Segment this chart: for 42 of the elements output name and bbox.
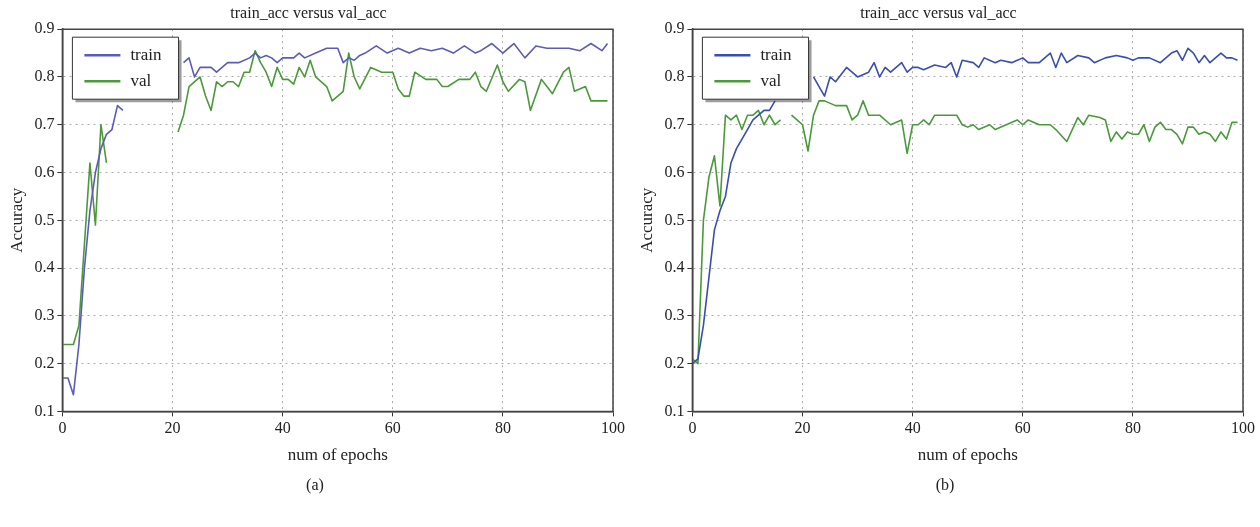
x-axis-title: num of epochs <box>287 445 388 465</box>
y-tick-label: 0.9 <box>663 19 684 37</box>
x-tick-label: 60 <box>384 419 401 437</box>
y-tick-label: 0.3 <box>33 306 54 324</box>
x-axis-title: num of epochs <box>917 445 1018 465</box>
y-tick-label: 0.5 <box>33 210 54 228</box>
legend-label: val <box>129 70 151 90</box>
x-tick-label: 20 <box>164 419 181 437</box>
x-tick-label: 0 <box>687 419 696 437</box>
y-tick-label: 0.1 <box>33 401 54 419</box>
y-axis-title: Accuracy <box>636 187 656 253</box>
legend-label: val <box>759 70 781 90</box>
y-tick-label: 0.7 <box>663 114 684 132</box>
x-tick-label: 100 <box>1230 419 1255 437</box>
x-tick-label: 40 <box>274 419 291 437</box>
text: (a) <box>306 476 324 494</box>
chart-title: train_acc versus val_acc <box>859 3 1017 21</box>
y-tick-label: 0.4 <box>663 258 684 276</box>
text: (b) <box>935 476 955 494</box>
y-axis-title: Accuracy <box>6 187 26 253</box>
y-tick-label: 0.8 <box>663 67 684 85</box>
y-tick-label: 0.1 <box>663 401 684 419</box>
legend-label: train <box>759 44 792 64</box>
y-tick-label: 0.3 <box>663 306 684 324</box>
y-tick-label: 0.5 <box>663 210 684 228</box>
y-tick-label: 0.7 <box>33 114 54 132</box>
y-tick-label: 0.8 <box>33 67 54 85</box>
y-tick-label: 0.2 <box>33 353 54 371</box>
x-tick-label: 80 <box>1124 419 1141 437</box>
legend-label: train <box>129 44 162 64</box>
y-tick-label: 0.6 <box>663 162 684 180</box>
y-tick-label: 0.6 <box>33 162 54 180</box>
y-tick-label: 0.9 <box>33 19 54 37</box>
x-tick-label: 0 <box>57 419 66 437</box>
y-tick-label: 0.2 <box>663 353 684 371</box>
x-tick-label: 40 <box>904 419 921 437</box>
x-tick-label: 20 <box>794 419 811 437</box>
y-tick-label: 0.4 <box>33 258 54 276</box>
x-tick-label: 80 <box>494 419 511 437</box>
x-tick-label: 100 <box>600 419 625 437</box>
chart-title: train_acc versus val_acc <box>229 3 387 21</box>
x-tick-label: 60 <box>1014 419 1031 437</box>
